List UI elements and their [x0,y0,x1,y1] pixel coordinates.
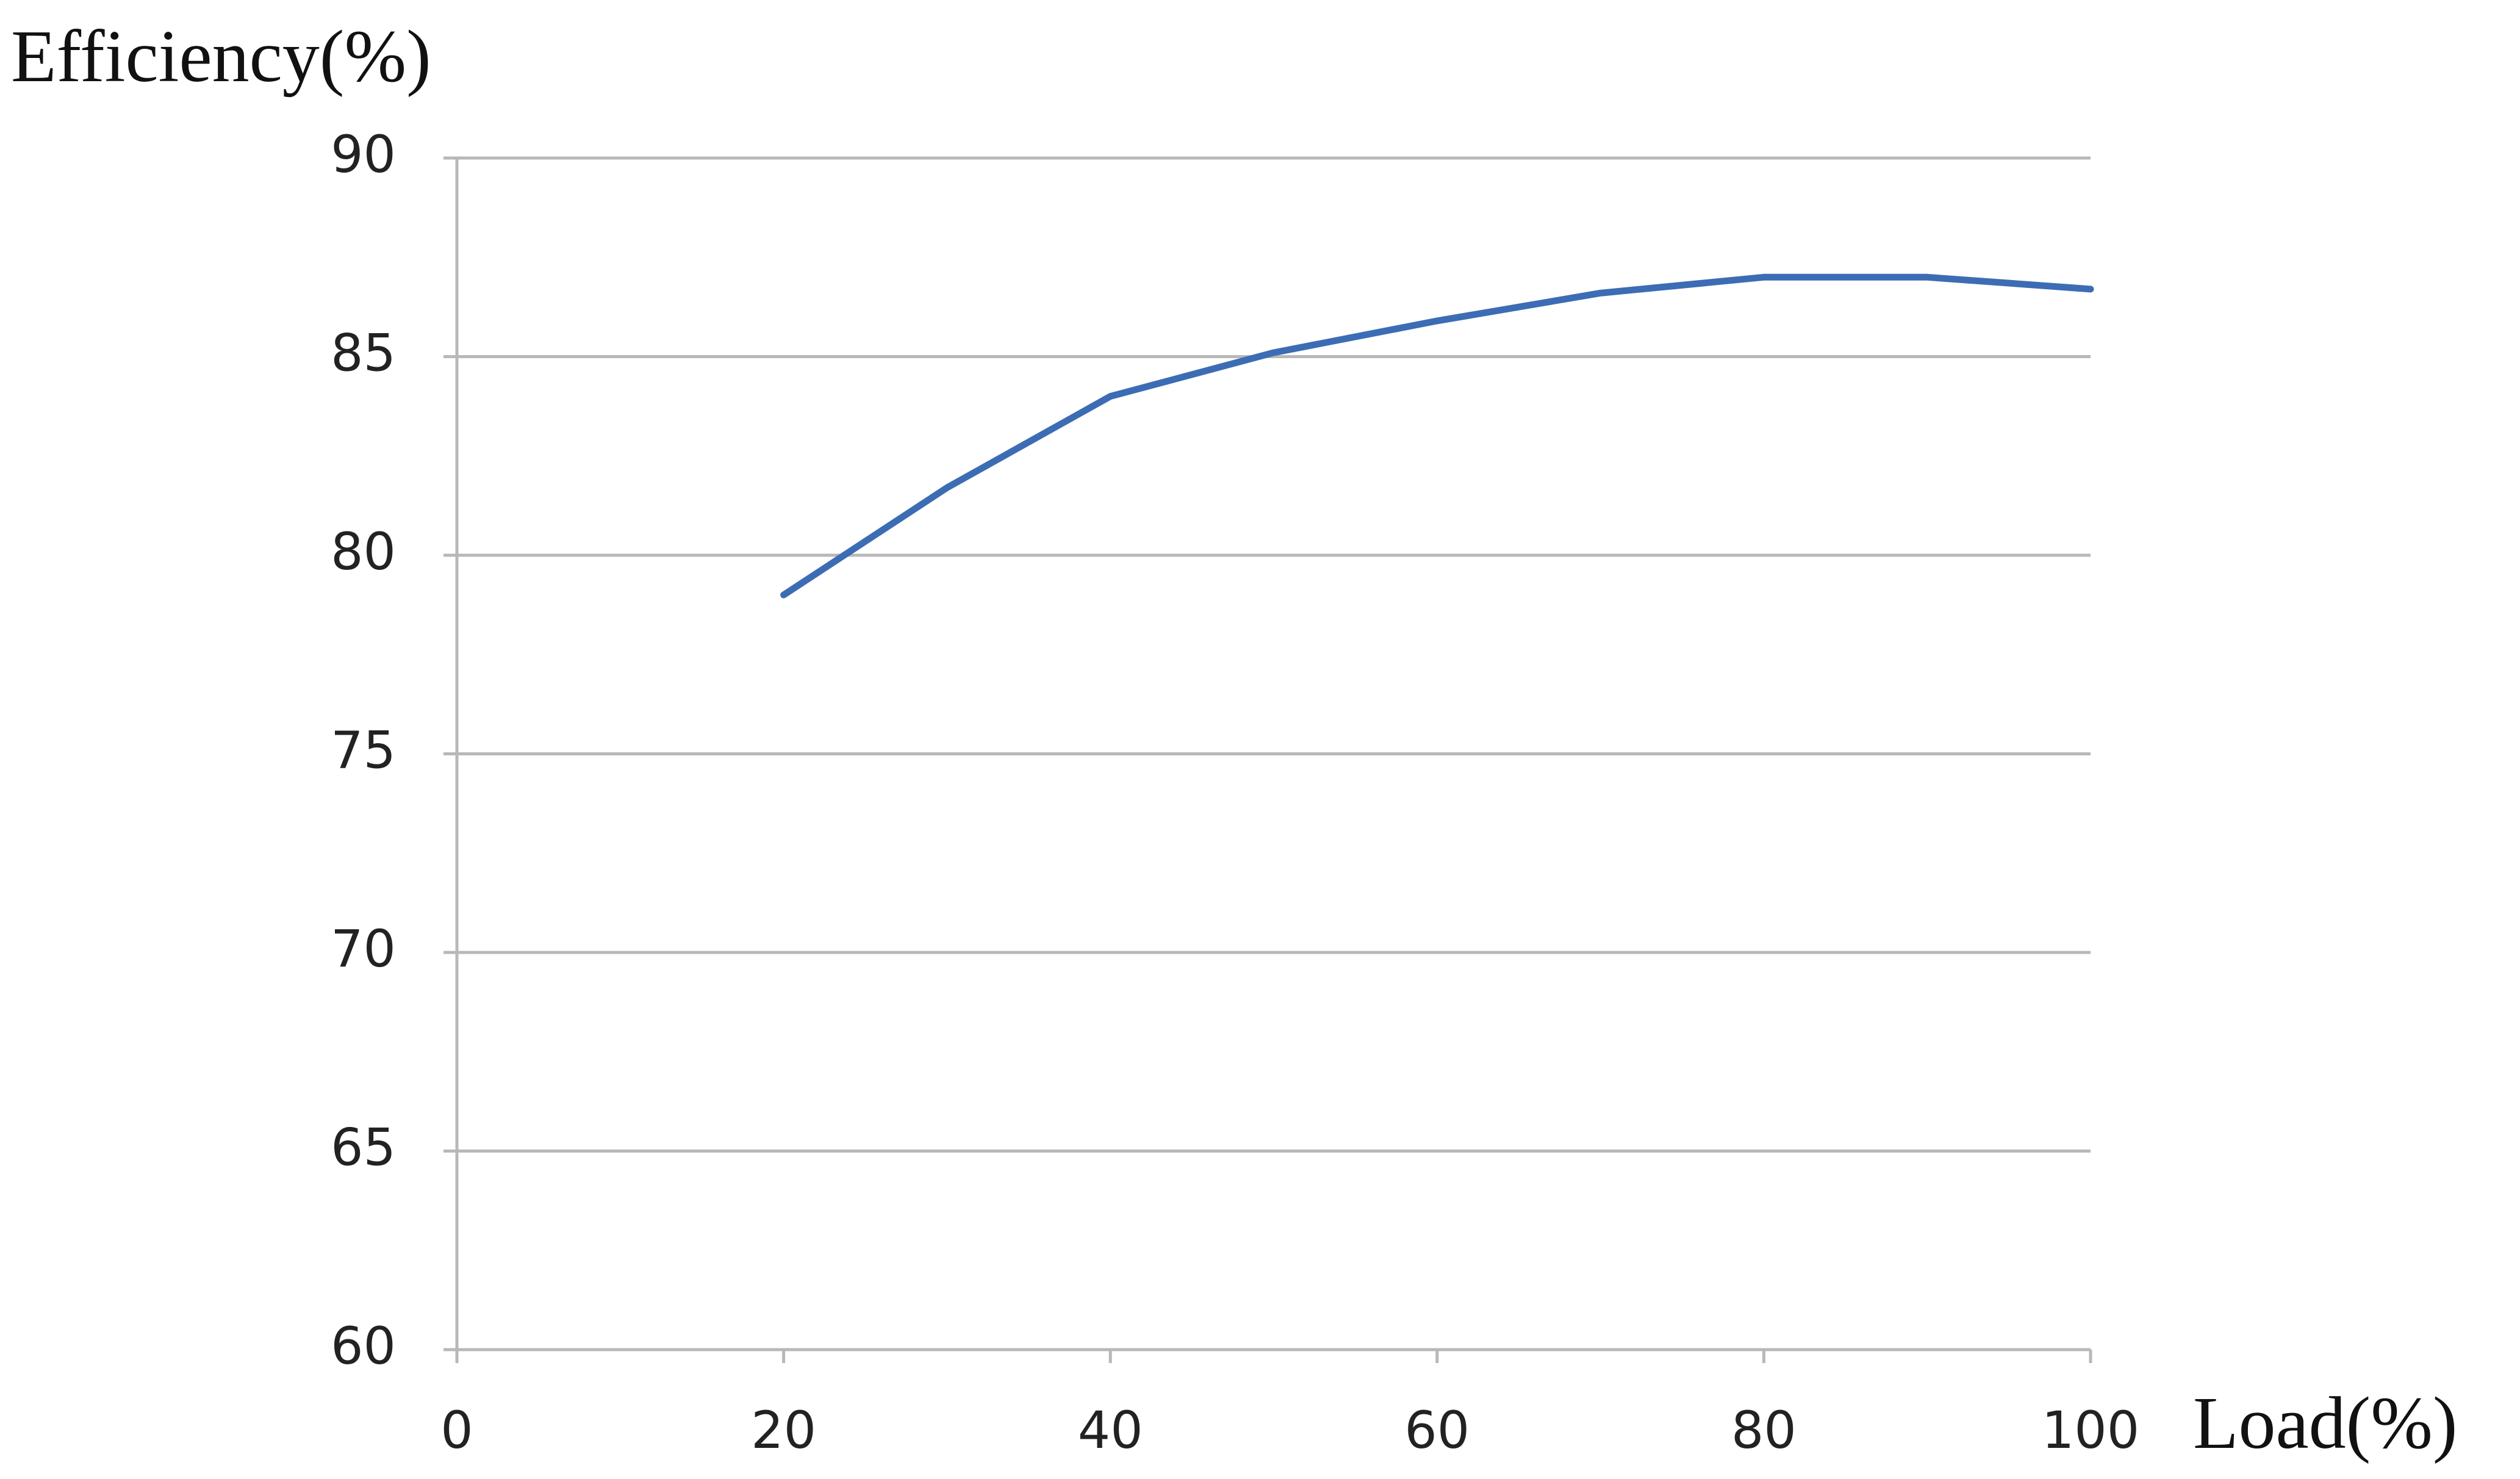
x-tick-label: 0 [440,1400,473,1460]
y-tick-label: 65 [331,1117,396,1177]
y-tick-label: 85 [331,323,396,383]
y-tick-label: 60 [331,1316,396,1376]
x-tick-label: 100 [2042,1400,2139,1460]
data-line [780,273,2094,599]
x-tick-label: 20 [751,1400,816,1460]
x-tick-label: 80 [1731,1400,1797,1460]
x-axis-title: Load(%) [2193,1382,2458,1464]
x-tick-label: 40 [1078,1400,1143,1460]
y-tick-label: 80 [331,522,396,581]
y-axis-title: Efficiency(%) [11,15,431,98]
y-tick-label: 70 [331,919,396,979]
y-tick-label: 90 [331,124,396,184]
x-tick-label: 60 [1404,1400,1470,1460]
y-tick-label: 75 [331,720,396,780]
